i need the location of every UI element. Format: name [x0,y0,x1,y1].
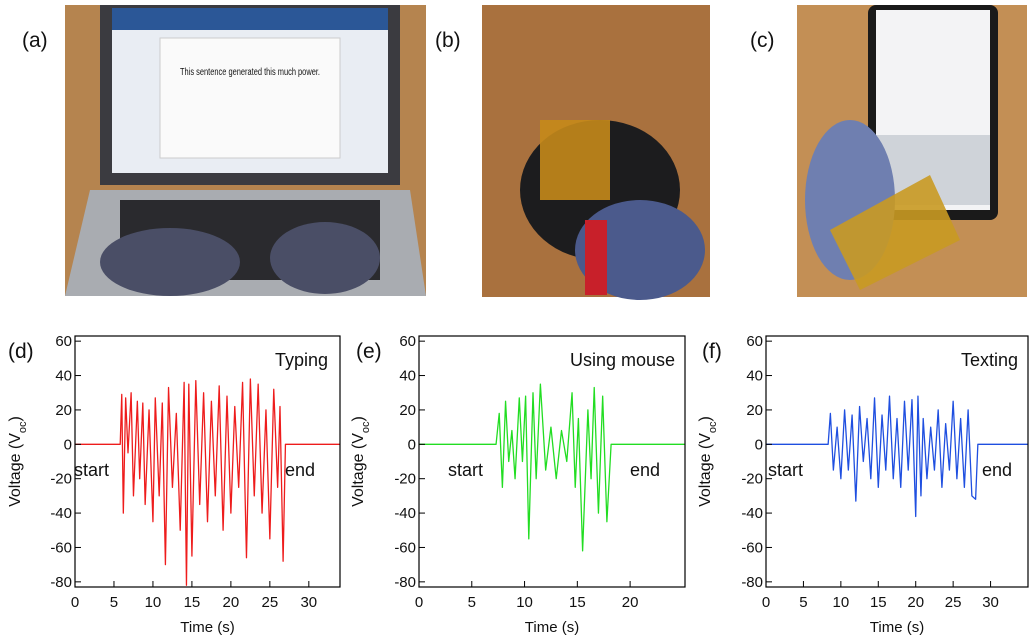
end-label: end [630,460,660,480]
photo-mouse [482,5,710,300]
y-tick-label: 40 [746,368,763,385]
annotation: Using mouse [570,350,675,370]
plot-frame [418,335,686,588]
panel-label: (f) [702,340,722,363]
x-tick-label: 10 [145,594,162,611]
x-tick-label: 30 [982,594,999,611]
y-tick-label: -40 [394,505,416,522]
y-tick-label: -60 [394,539,416,556]
y-tick-label: 20 [399,402,416,419]
y-tick-label: -20 [394,471,416,488]
y-tick-label: -80 [394,574,416,591]
x-tick-label: 0 [415,594,423,611]
y-tick-label: -60 [50,539,72,556]
y-tick-label: 60 [746,333,763,350]
y-axis-title-main: Voltage (V [697,433,714,507]
y-axis-title-main: Voltage (V [350,433,367,507]
annotation: Texting [961,350,1018,370]
plot-frame [74,335,341,588]
start-label: start [74,460,109,480]
end-label: end [285,460,315,480]
y-tick-label: -40 [50,505,72,522]
x-tick-label: 10 [833,594,850,611]
x-tick-label: 15 [870,594,887,611]
y-tick-label: -80 [50,574,72,591]
y-tick-label: 0 [408,436,416,453]
x-tick-label: 25 [945,594,962,611]
y-axis-title-close: ) [7,416,24,421]
x-tick-label: 5 [468,594,476,611]
y-axis-title: Voltage (Voc) [697,416,719,507]
y-tick-label: 60 [399,333,416,350]
x-axis-title: Time (s) [180,619,234,636]
x-tick-label: 0 [71,594,79,611]
end-label: end [982,460,1012,480]
y-tick-label: 20 [746,402,763,419]
x-axis-title: Time (s) [525,619,579,636]
panel-label: (e) [356,340,382,363]
y-tick-label: -20 [741,471,763,488]
y-axis-title-main: Voltage (V [7,433,24,507]
panel-label: (a) [22,29,48,52]
x-tick-label: 20 [907,594,924,611]
start-label: start [448,460,483,480]
y-axis-title: Voltage (Voc) [350,416,372,507]
y-tick-label: 40 [55,368,72,385]
y-tick-label: 0 [64,436,72,453]
y-tick-label: -60 [741,539,763,556]
y-axis-title-close: ) [697,416,714,421]
photo-phone [797,5,1027,297]
voltage-line [419,383,685,552]
y-axis-title-sub: oc [360,421,372,433]
voltage-line [75,378,340,586]
x-tick-label: 15 [569,594,586,611]
y-tick-label: 40 [399,368,416,385]
annotation: Typing [275,350,328,370]
x-tick-label: 20 [223,594,240,611]
y-tick-label: -80 [741,574,763,591]
x-tick-label: 30 [300,594,317,611]
x-tick-label: 25 [262,594,279,611]
y-tick-label: -40 [741,505,763,522]
x-axis-title: Time (s) [870,619,924,636]
y-axis-title-close: ) [350,416,367,421]
y-tick-label: 20 [55,402,72,419]
panel-label: (c) [750,29,775,52]
x-tick-label: 10 [516,594,533,611]
y-axis-title-sub: oc [17,421,29,433]
voltage-line [766,395,1028,518]
x-tick-label: 5 [799,594,807,611]
photo-laptop: This sentence generated this much power. [65,5,426,296]
panel-label: (d) [8,340,34,363]
x-tick-label: 15 [184,594,201,611]
panel-label: (b) [435,29,461,52]
y-tick-label: 0 [755,436,763,453]
start-label: start [768,460,803,480]
x-tick-label: 20 [622,594,639,611]
x-tick-label: 0 [762,594,770,611]
y-tick-label: 60 [55,333,72,350]
x-tick-label: 5 [110,594,118,611]
plot-frame [765,335,1029,588]
screen-text: This sentence generated this much power. [180,67,320,78]
y-axis-title: Voltage (Voc) [7,416,29,507]
y-axis-title-sub: oc [707,421,719,433]
y-tick-label: -20 [50,471,72,488]
